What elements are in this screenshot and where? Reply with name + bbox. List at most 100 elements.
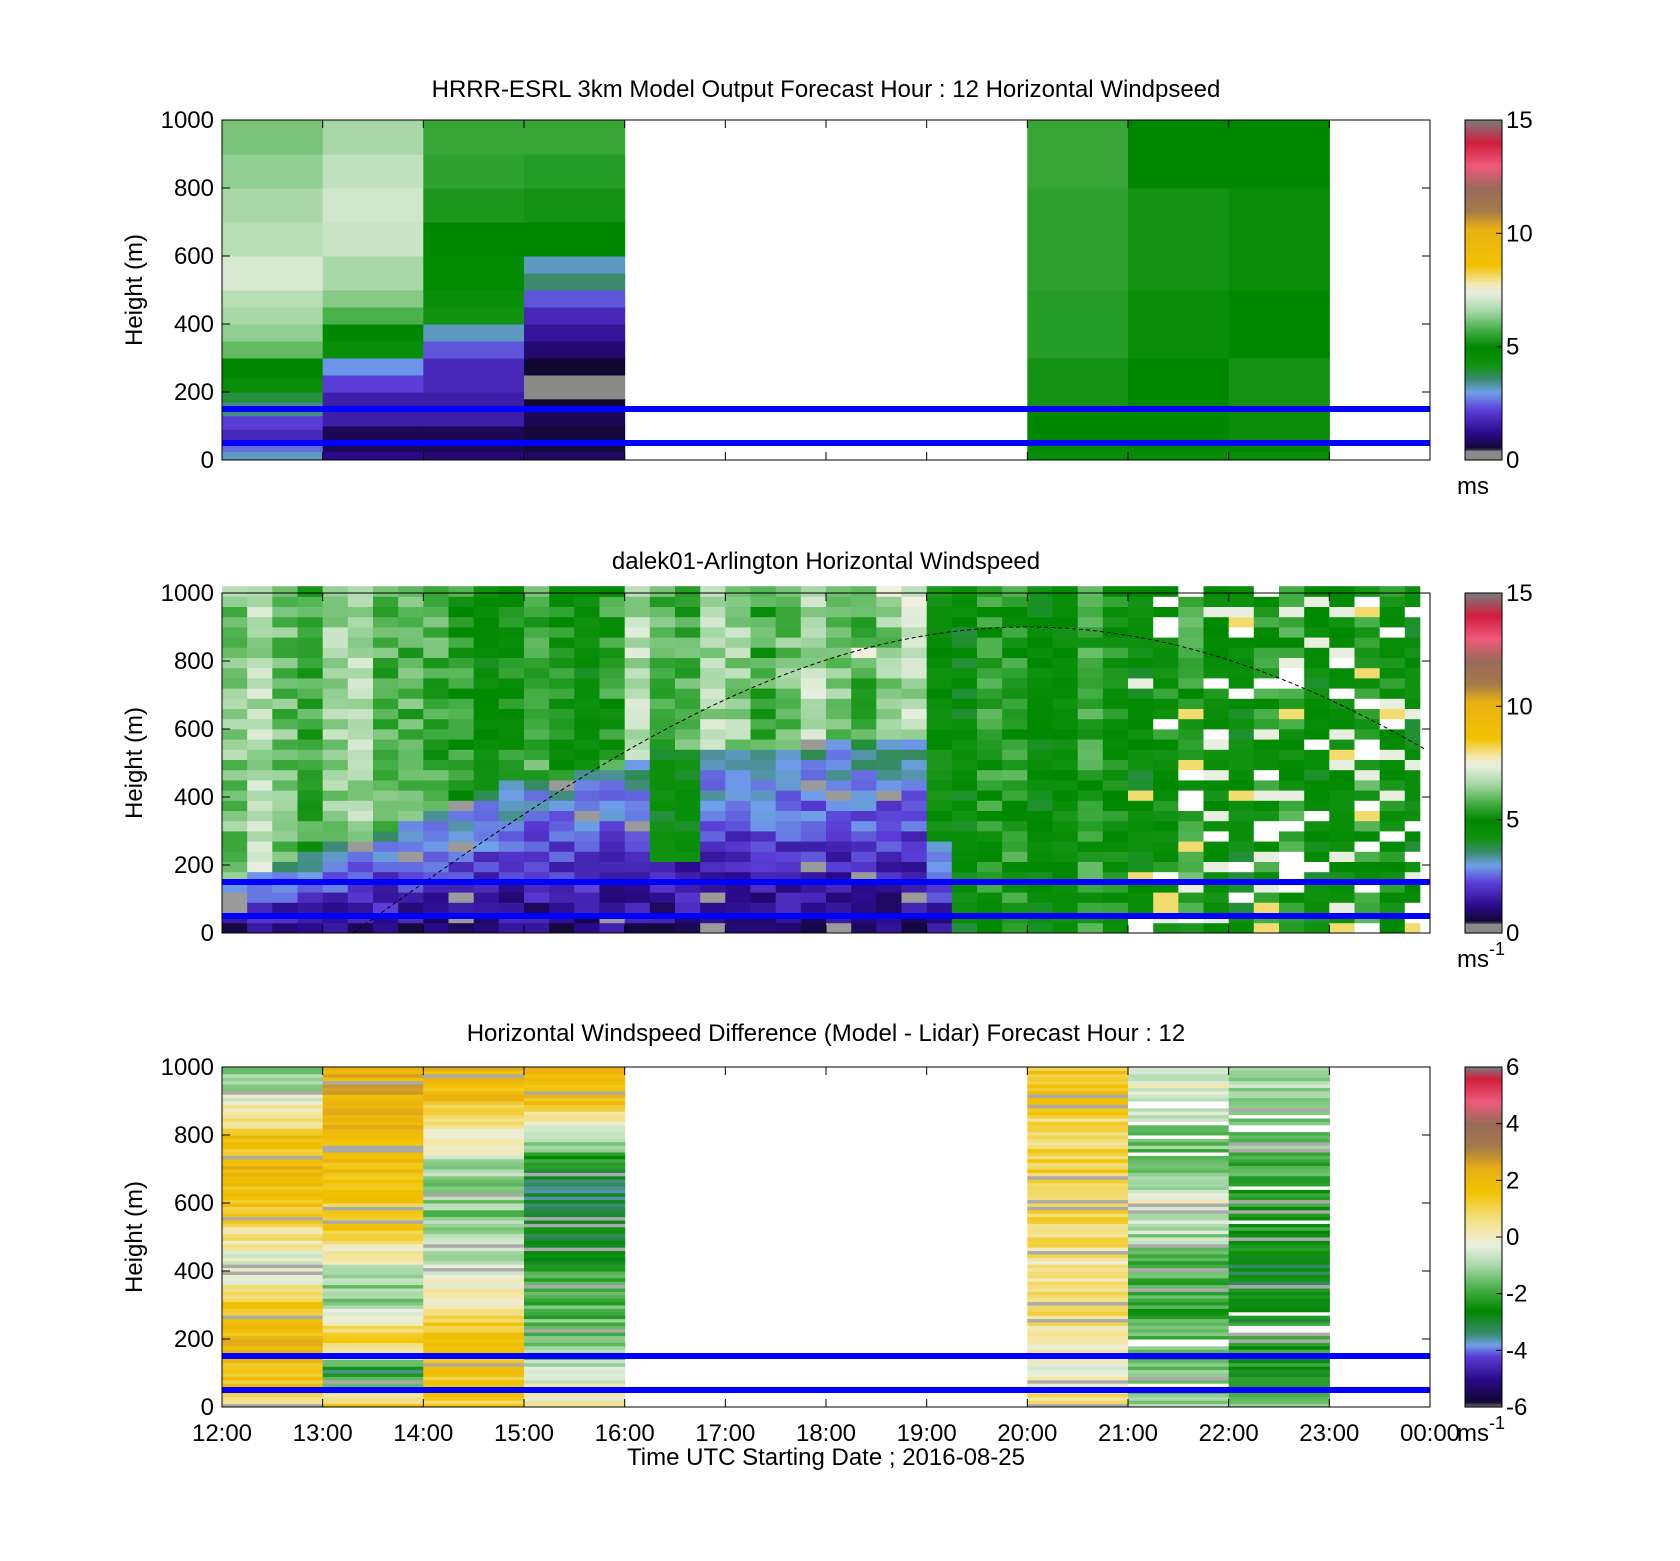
colorbar-segment — [1465, 198, 1502, 201]
heatmap-cell — [1128, 1070, 1230, 1075]
heatmap-cell — [423, 1196, 525, 1201]
heatmap-cell — [1354, 892, 1381, 903]
heatmap-cell — [700, 769, 726, 781]
heatmap-cell — [448, 647, 475, 658]
heatmap-cell — [1178, 586, 1204, 597]
colorbar-segment — [1465, 629, 1502, 632]
heatmap-cell — [1027, 780, 1053, 791]
heatmap-cell — [1128, 1366, 1230, 1371]
heatmap-cell — [448, 780, 475, 791]
heatmap-cell — [524, 1325, 626, 1330]
colorbar-segment — [1465, 845, 1502, 848]
heatmap-cell — [926, 596, 953, 607]
heatmap-cell — [423, 1315, 525, 1320]
heatmap-cell — [599, 871, 626, 883]
heatmap-cell — [222, 1073, 324, 1078]
heatmap-cell — [1253, 667, 1280, 679]
colorbar-segment — [1465, 128, 1502, 131]
heatmap-cell — [1203, 698, 1230, 709]
heatmap-cell — [322, 307, 424, 325]
heatmap-cell — [1228, 1131, 1330, 1136]
heatmap-cell — [423, 1155, 525, 1160]
heatmap-cell — [1027, 1179, 1129, 1184]
heatmap-cell — [1102, 841, 1129, 852]
heatmap-cell — [347, 718, 374, 730]
heatmap-cell — [649, 708, 676, 720]
heatmap-cell — [1077, 678, 1104, 689]
heatmap-cell — [423, 810, 449, 822]
colorbar-segment — [1465, 1271, 1502, 1274]
colorbar-segment — [1465, 837, 1502, 840]
heatmap-cell — [322, 154, 424, 189]
heatmap-cell — [322, 1131, 424, 1136]
heatmap-cell — [1178, 800, 1204, 811]
colorbar-segment — [1465, 697, 1502, 700]
heatmap-cell — [1354, 851, 1381, 862]
heatmap-cell — [1228, 1400, 1330, 1405]
heatmap-cell — [1153, 810, 1179, 822]
heatmap-cell — [700, 810, 726, 822]
heatmap-cell — [524, 810, 550, 822]
heatmap-cell — [423, 1189, 525, 1194]
colorbar-segment — [1465, 865, 1502, 868]
heatmap-cell — [322, 1288, 424, 1292]
colorbar-segment — [1465, 264, 1502, 267]
heatmap-cell — [1228, 1369, 1330, 1374]
colorbar-segment — [1465, 1163, 1502, 1166]
heatmap-cell — [1279, 820, 1305, 832]
colorbar-segment — [1465, 424, 1502, 427]
heatmap-cell — [1153, 586, 1179, 597]
heatmap-cell — [1253, 627, 1280, 638]
heatmap-cell — [926, 820, 953, 832]
colorbar-segment — [1465, 829, 1502, 832]
heatmap-cell — [1128, 1090, 1230, 1095]
heatmap-cell — [1304, 759, 1330, 771]
heatmap-cell — [851, 902, 877, 913]
colorbar-segment — [1465, 404, 1502, 407]
heatmap-cell — [1128, 1097, 1230, 1102]
heatmap-cell — [1002, 790, 1028, 801]
heatmap-cell — [1027, 892, 1053, 903]
heatmap-cell — [322, 616, 349, 628]
heatmap-cell — [1027, 708, 1053, 720]
heatmap-cell — [1203, 627, 1230, 638]
colorbar-segment — [1465, 1349, 1502, 1352]
heatmap-cell — [247, 831, 273, 842]
heatmap-cell — [322, 1152, 424, 1156]
heatmap-cell — [700, 820, 726, 832]
colorbar-segment — [1465, 1229, 1502, 1232]
heatmap-cell — [398, 851, 424, 862]
heatmap-cell — [1404, 820, 1421, 832]
heatmap-cell — [347, 841, 374, 852]
y-tick-label: 200 — [174, 1326, 214, 1353]
heatmap-cell — [1228, 1220, 1330, 1224]
heatmap-cell — [1279, 688, 1305, 699]
colorbar-segment — [1465, 803, 1502, 806]
colorbar-segment — [1465, 1085, 1502, 1088]
heatmap-cell — [725, 780, 751, 791]
heatmap-cell — [901, 688, 928, 699]
colorbar-segment — [1465, 903, 1502, 906]
heatmap-cell — [977, 729, 1003, 740]
heatmap-cell — [1304, 902, 1330, 913]
heatmap-cell — [524, 1400, 626, 1405]
sunlight-curve — [352, 626, 1426, 934]
colorbar-segment — [1465, 148, 1502, 151]
heatmap-cell — [1153, 871, 1179, 883]
heatmap-cell — [1077, 780, 1104, 791]
x-tick-label: 14:00 — [393, 1420, 453, 1447]
colorbar-segment — [1465, 298, 1502, 301]
colorbar-segment — [1465, 1351, 1502, 1354]
heatmap-cell — [398, 729, 424, 740]
heatmap-cell — [599, 698, 626, 709]
colorbar-segment — [1465, 613, 1502, 616]
heatmap-cell — [272, 678, 298, 689]
heatmap-cell — [1128, 820, 1154, 832]
heatmap-cell — [247, 820, 273, 832]
heatmap-cell — [800, 749, 827, 760]
colorbar-segment — [1465, 316, 1502, 319]
heatmap-cell — [800, 606, 827, 618]
colorbar-segment — [1465, 396, 1502, 399]
heatmap-cell — [222, 1240, 324, 1245]
heatmap-cell — [498, 780, 525, 791]
